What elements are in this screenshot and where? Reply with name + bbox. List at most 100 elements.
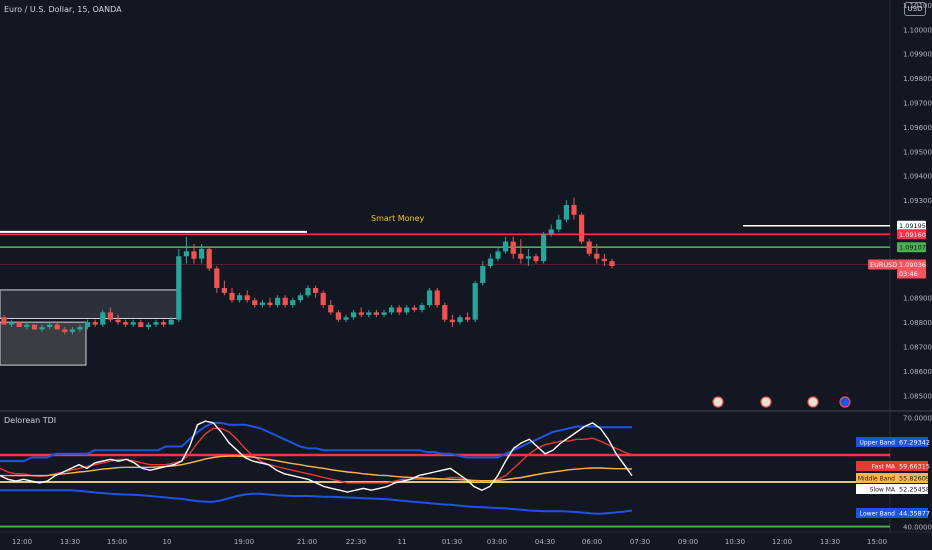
candle-body bbox=[31, 324, 37, 330]
candle-body bbox=[107, 312, 113, 320]
candle-body bbox=[601, 258, 607, 262]
candle bbox=[442, 302, 448, 323]
tdi-tag-name-bg bbox=[856, 473, 897, 483]
candle bbox=[297, 292, 303, 303]
time-tick: 10:30 bbox=[725, 538, 745, 546]
tdi-series-tag: Lower Band 44.35877 bbox=[856, 508, 930, 518]
time-tick: 22:30 bbox=[346, 538, 366, 546]
candle-body bbox=[533, 256, 539, 262]
candle-body bbox=[252, 300, 258, 306]
tdi-series-tag: Fast MA 59.66315 bbox=[856, 461, 930, 471]
time-tick: 07:30 bbox=[630, 538, 650, 546]
candle-body bbox=[381, 312, 387, 315]
candle-body bbox=[206, 248, 212, 269]
candle-body bbox=[487, 258, 493, 267]
candle bbox=[138, 319, 144, 328]
candle-body bbox=[282, 297, 288, 306]
tdi-series-tag: Middle Band 55.82609 bbox=[856, 473, 930, 483]
price-tick: 1.09300 bbox=[903, 197, 932, 205]
tdi-tag-value: 52.25458 bbox=[899, 486, 930, 494]
candle bbox=[282, 295, 288, 308]
candle bbox=[24, 322, 30, 330]
candle-body bbox=[548, 229, 554, 235]
candle bbox=[449, 314, 455, 328]
candle bbox=[503, 236, 509, 254]
candle bbox=[518, 239, 524, 264]
candle bbox=[275, 295, 281, 308]
candle-body bbox=[115, 319, 121, 323]
price-axis[interactable]: 1.10100 1.10000 1.09900 1.09800 1.09700 1.096… bbox=[868, 2, 932, 400]
tdi-tag-name: Upper Band bbox=[860, 440, 896, 447]
economic-event-icon bbox=[712, 396, 724, 408]
candle-body bbox=[145, 324, 151, 328]
currency-button[interactable]: USD bbox=[904, 2, 926, 16]
tdi-axis-tick: 70.00000 bbox=[903, 414, 932, 422]
candle bbox=[153, 319, 159, 328]
candle bbox=[556, 214, 562, 232]
time-tick: 03:00 bbox=[487, 538, 507, 546]
candle bbox=[252, 297, 258, 308]
economic-event-icon bbox=[807, 396, 819, 408]
candle-body bbox=[313, 287, 319, 293]
event-icon-circle bbox=[760, 396, 772, 408]
indicator-title[interactable]: Delorean TDI bbox=[4, 416, 57, 425]
event-icon-circle bbox=[839, 396, 851, 408]
candle-body bbox=[221, 287, 227, 293]
price-label: EURUSD bbox=[868, 259, 897, 270]
price-label-text: 1.09107 bbox=[899, 244, 926, 252]
candle-body bbox=[138, 322, 144, 328]
candle bbox=[510, 236, 516, 259]
price-tick: 1.09800 bbox=[903, 75, 932, 83]
price-tick: 1.09900 bbox=[903, 51, 932, 59]
candle-body bbox=[373, 312, 379, 315]
candle bbox=[9, 319, 15, 328]
candle-body bbox=[191, 251, 197, 259]
candle-body bbox=[259, 302, 265, 306]
price-label-bg bbox=[897, 229, 926, 240]
candle bbox=[130, 319, 136, 328]
time-tick: 11 bbox=[398, 538, 407, 546]
price-tick: 1.08800 bbox=[903, 319, 932, 327]
event-icons[interactable] bbox=[712, 396, 851, 408]
time-tick: 04:30 bbox=[535, 538, 555, 546]
candle bbox=[31, 324, 37, 330]
candle-body bbox=[244, 295, 250, 301]
candle-body bbox=[442, 305, 448, 320]
candle-body bbox=[16, 322, 22, 328]
price-label-text: 1.09160 bbox=[899, 231, 926, 239]
candle bbox=[47, 322, 53, 330]
candle-body bbox=[419, 305, 425, 310]
tdi-series-line bbox=[0, 489, 633, 515]
candles[interactable] bbox=[1, 197, 615, 335]
candle-body bbox=[9, 322, 15, 325]
candle-body bbox=[495, 251, 501, 259]
symbol-title[interactable]: Euro / U.S. Dollar, 15, OANDA bbox=[4, 5, 122, 14]
time-axis[interactable]: 12:00 13:30 15:00 10 19:00 21:00 22:30 11 01:30 0… bbox=[12, 538, 887, 546]
tdi-series-tag: Upper Band 67.29342 bbox=[856, 437, 930, 447]
candle bbox=[62, 327, 68, 335]
supply-demand-zones bbox=[0, 224, 890, 366]
price-tick: 1.10000 bbox=[903, 26, 932, 34]
price-tick: 1.09600 bbox=[903, 124, 932, 132]
price-tick: 1.09700 bbox=[903, 100, 932, 108]
candle bbox=[115, 314, 121, 325]
tdi-series-tag: Slow MA 52.25458 bbox=[856, 484, 930, 494]
economic-event-icon bbox=[760, 396, 772, 408]
candle-body bbox=[503, 241, 509, 252]
candle bbox=[221, 280, 227, 296]
candle bbox=[305, 285, 311, 298]
candle-body bbox=[39, 327, 45, 330]
candle bbox=[259, 300, 265, 308]
candle bbox=[548, 224, 554, 237]
candle-body bbox=[183, 251, 189, 257]
candle bbox=[191, 244, 197, 264]
candle bbox=[290, 297, 296, 308]
candle-body bbox=[358, 312, 364, 315]
candle-body bbox=[525, 256, 531, 259]
candle-body bbox=[579, 214, 585, 242]
candle bbox=[161, 319, 167, 328]
price-label: 1.09160 bbox=[897, 229, 926, 240]
price-tick: 1.09500 bbox=[903, 148, 932, 156]
time-tick: 15:00 bbox=[107, 538, 127, 546]
